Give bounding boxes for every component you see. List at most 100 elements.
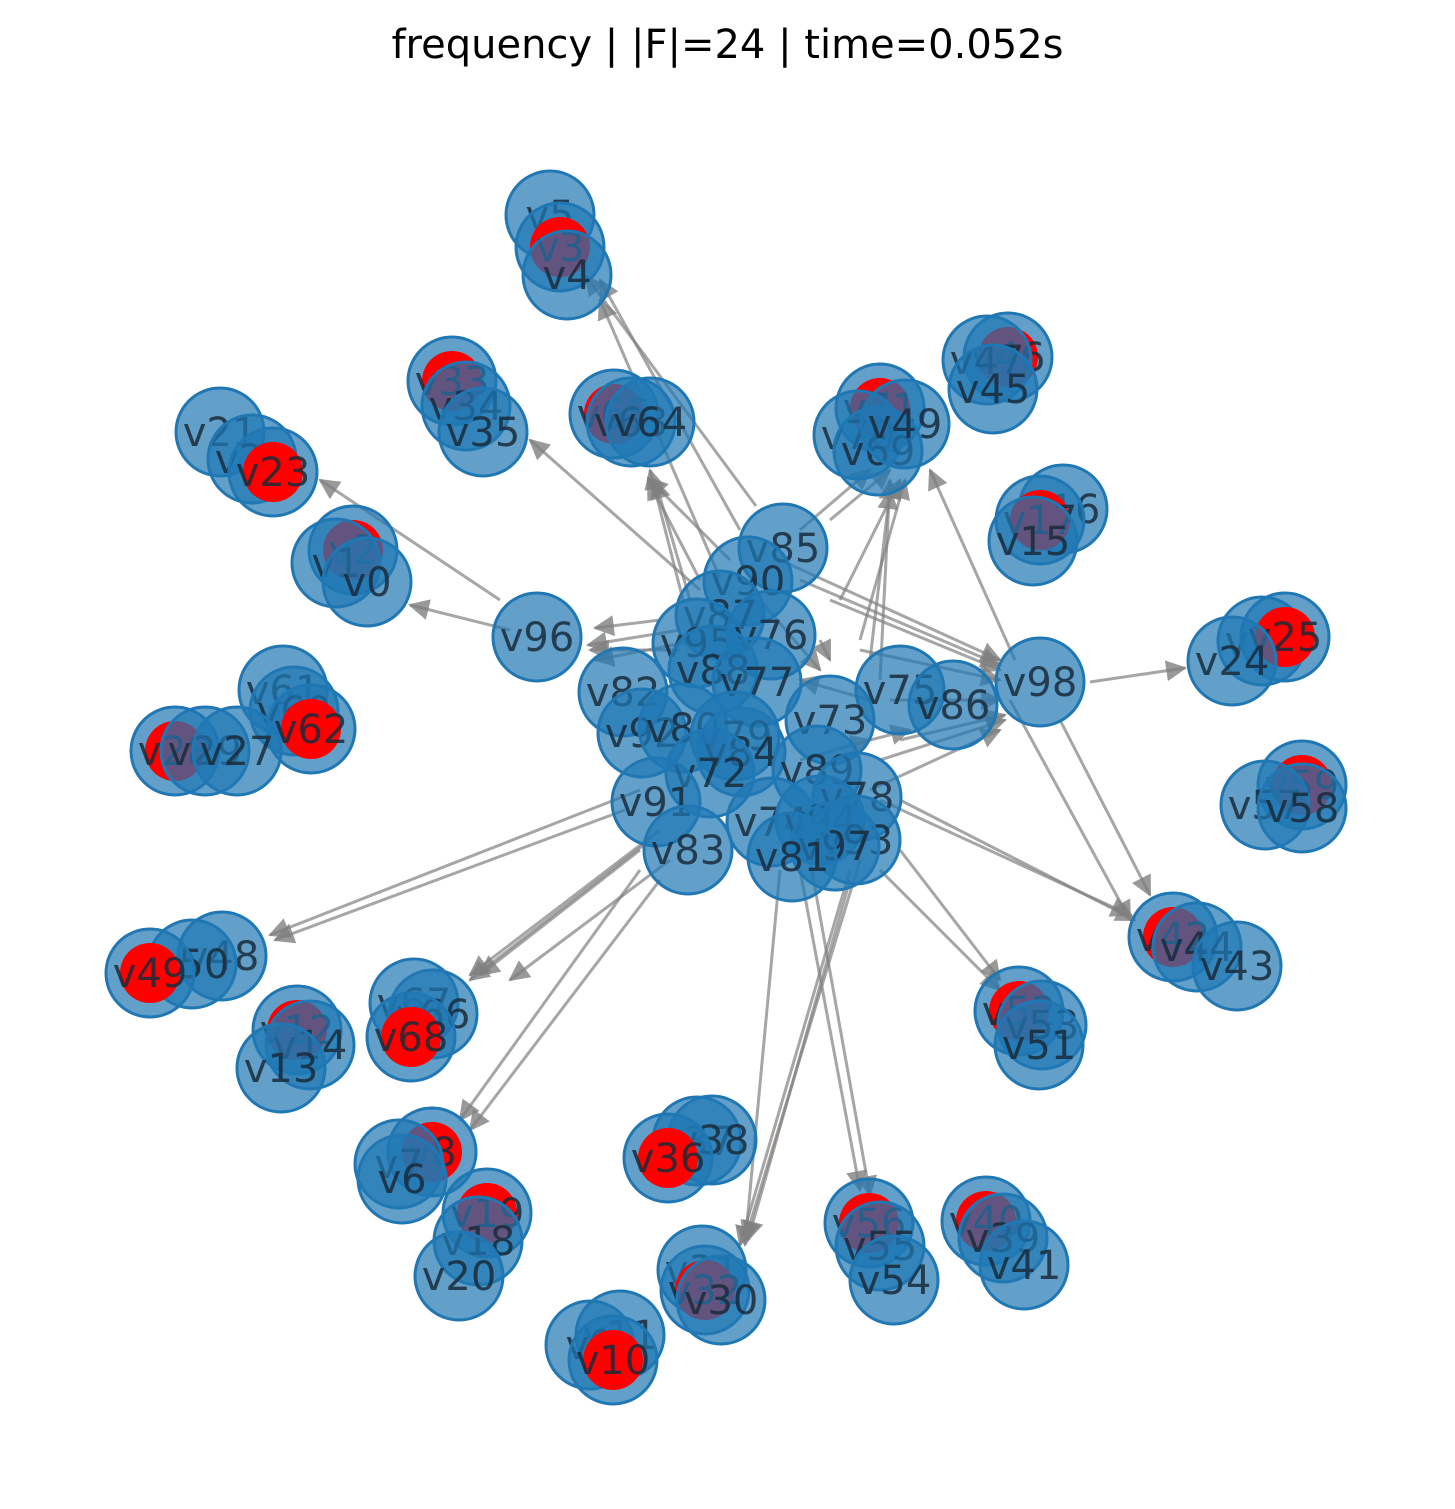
node-label: v13 — [244, 1046, 319, 1092]
node-label: v62 — [274, 707, 349, 753]
node-circle — [491, 591, 583, 683]
edge-24 — [1058, 719, 1152, 897]
node-label: v0 — [342, 560, 391, 606]
edge-7 — [528, 438, 701, 592]
node-circle — [746, 811, 838, 903]
chart-title: frequency | |F|=24 | time=0.052s — [391, 22, 1064, 68]
node-circle — [413, 1230, 505, 1322]
edge-27 — [879, 798, 1132, 917]
node-v4: v4 — [521, 229, 613, 321]
node-label: v27 — [200, 729, 275, 775]
node-label: v10 — [576, 1338, 651, 1384]
node-circle — [356, 1133, 448, 1225]
node-label: v51 — [1002, 1023, 1077, 1069]
edge-39 — [268, 788, 641, 938]
edge-6 — [646, 476, 732, 562]
node-v83: v83 — [642, 804, 734, 896]
node-label: v15 — [996, 519, 1071, 565]
edge-50 — [798, 869, 867, 1193]
edge-14 — [928, 468, 1017, 661]
edge-29 — [878, 868, 1002, 992]
node-v49: v49 — [104, 927, 196, 1019]
node-circle — [859, 378, 951, 470]
node-label: v24 — [1195, 639, 1270, 685]
selected-marker — [281, 699, 341, 759]
edge-13 — [878, 477, 900, 681]
edge-16 — [799, 578, 1002, 668]
node-circle — [987, 495, 1079, 587]
node-label: v86 — [916, 683, 991, 729]
edge-52 — [743, 879, 852, 1243]
node-v43: v43 — [1191, 920, 1283, 1012]
edge-31 — [318, 478, 501, 602]
edge-44 — [508, 858, 671, 982]
node-label: v35 — [446, 410, 521, 456]
edge-32 — [592, 615, 661, 637]
edge-47 — [735, 869, 852, 1248]
node-v0: v0 — [321, 536, 413, 628]
node-v49: v49 — [859, 378, 951, 470]
node-v23: v23 — [227, 426, 319, 518]
edge-17 — [829, 598, 1002, 673]
node-v10: v10 — [567, 1314, 659, 1406]
selected-marker — [583, 1330, 643, 1390]
node-v13: v13 — [235, 1022, 327, 1114]
edge-51 — [808, 859, 878, 1198]
node-v81: v81 — [746, 811, 838, 903]
edge-40 — [273, 808, 626, 944]
node-circle — [437, 386, 529, 478]
node-v64: v64 — [604, 376, 696, 468]
node-layer: v5v3v4v33v34v35v65v63v64v46v47v45v71v70v… — [104, 169, 1348, 1406]
selected-marker — [381, 1007, 441, 1067]
node-v62: v62 — [265, 683, 357, 775]
node-v96: v96 — [491, 591, 583, 683]
node-label: v98 — [1003, 660, 1078, 706]
node-v45: v45 — [947, 343, 1039, 435]
node-v54: v54 — [848, 1234, 940, 1326]
node-circle — [947, 343, 1039, 435]
edge-37 — [812, 638, 832, 662]
node-circle — [191, 705, 283, 797]
node-label: v96 — [500, 615, 575, 661]
node-label: v20 — [422, 1254, 497, 1300]
node-label: v30 — [684, 1278, 759, 1324]
node-v98: v98 — [994, 636, 1086, 728]
node-label: v41 — [987, 1243, 1062, 1289]
node-v27: v27 — [191, 705, 283, 797]
node-circle — [604, 376, 696, 468]
edge-45 — [458, 869, 642, 1122]
node-circle — [1191, 920, 1283, 1012]
node-v86: v86 — [907, 659, 999, 751]
node-v20: v20 — [413, 1230, 505, 1322]
node-label: v68 — [374, 1015, 449, 1061]
node-label: v36 — [631, 1136, 706, 1182]
selected-marker — [120, 943, 180, 1003]
node-circle — [994, 636, 1086, 728]
edge-23 — [1089, 660, 1188, 684]
edge-4 — [650, 477, 692, 601]
node-circle — [521, 229, 613, 321]
node-v51: v51 — [993, 999, 1085, 1091]
edge-41 — [468, 828, 661, 977]
edge-25 — [1008, 699, 1132, 922]
node-label: v81 — [755, 835, 830, 881]
node-v36: v36 — [622, 1112, 714, 1204]
node-circle — [1256, 762, 1348, 854]
node-circle — [1186, 615, 1278, 707]
node-label: v49 — [113, 951, 188, 997]
selected-marker — [243, 442, 303, 502]
node-circle — [848, 1234, 940, 1326]
node-v6: v6 — [356, 1133, 448, 1225]
node-v24: v24 — [1186, 615, 1278, 707]
node-label: v23 — [236, 450, 311, 496]
node-circle — [993, 999, 1085, 1091]
node-circle — [907, 659, 999, 751]
edge-46 — [468, 879, 662, 1132]
edge-43 — [478, 848, 641, 977]
edge-28 — [898, 849, 1002, 982]
node-v68: v68 — [365, 991, 457, 1083]
node-circle — [235, 1022, 327, 1114]
node-v35: v35 — [437, 386, 529, 478]
